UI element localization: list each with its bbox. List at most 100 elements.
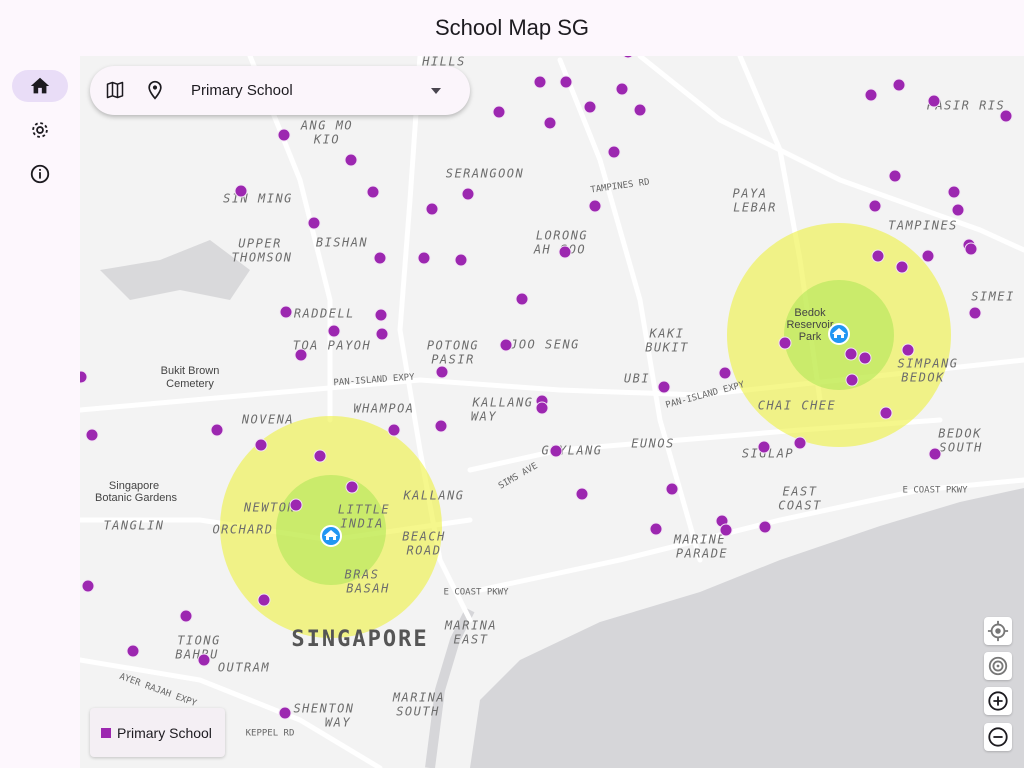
school-marker[interactable]: [895, 260, 909, 274]
school-marker[interactable]: [454, 253, 468, 267]
school-marker[interactable]: [549, 444, 563, 458]
school-marker[interactable]: [588, 199, 602, 213]
school-marker[interactable]: [499, 338, 513, 352]
school-marker[interactable]: [81, 579, 95, 593]
zoom-in-button[interactable]: [984, 687, 1012, 715]
school-marker[interactable]: [366, 185, 380, 199]
school-marker[interactable]: [921, 249, 935, 263]
zoom-out-button[interactable]: [984, 723, 1012, 751]
school-marker[interactable]: [558, 245, 572, 259]
school-marker[interactable]: [999, 109, 1013, 123]
school-marker[interactable]: [888, 169, 902, 183]
school-marker[interactable]: [515, 292, 529, 306]
school-marker[interactable]: [575, 487, 589, 501]
school-marker[interactable]: [345, 480, 359, 494]
school-marker[interactable]: [327, 324, 341, 338]
school-marker[interactable]: [757, 440, 771, 454]
school-marker[interactable]: [928, 447, 942, 461]
school-marker[interactable]: [234, 184, 248, 198]
school-marker[interactable]: [622, 56, 634, 59]
locate-button[interactable]: [984, 617, 1012, 645]
school-marker[interactable]: [313, 449, 327, 463]
map-label: JOO SENG: [509, 338, 580, 352]
school-marker[interactable]: [964, 242, 978, 256]
school-marker[interactable]: [583, 100, 597, 114]
school-marker[interactable]: [277, 128, 291, 142]
school-marker[interactable]: [434, 419, 448, 433]
school-marker[interactable]: [858, 351, 872, 365]
school-marker[interactable]: [80, 370, 88, 384]
school-marker[interactable]: [533, 75, 547, 89]
school-marker[interactable]: [254, 438, 268, 452]
school-marker[interactable]: [294, 348, 308, 362]
school-marker[interactable]: [868, 199, 882, 213]
school-marker[interactable]: [210, 423, 224, 437]
school-marker[interactable]: [179, 609, 193, 623]
school-marker[interactable]: [947, 185, 961, 199]
radius-button[interactable]: [984, 652, 1012, 680]
app-title: School Map SG: [434, 15, 590, 40]
school-marker[interactable]: [879, 406, 893, 420]
school-marker[interactable]: [871, 249, 885, 263]
school-marker[interactable]: [126, 644, 140, 658]
map-label: Cemetery: [166, 378, 214, 390]
school-marker[interactable]: [778, 336, 792, 350]
school-marker[interactable]: [718, 366, 732, 380]
school-marker[interactable]: [278, 706, 292, 720]
school-marker[interactable]: [257, 593, 271, 607]
school-marker[interactable]: [615, 82, 629, 96]
school-marker[interactable]: [559, 75, 573, 89]
info-button[interactable]: [12, 158, 68, 190]
school-marker[interactable]: [543, 116, 557, 130]
school-marker[interactable]: [927, 94, 941, 108]
school-marker[interactable]: [845, 373, 859, 387]
school-marker[interactable]: [901, 343, 915, 357]
map-label: PARADE: [676, 547, 728, 561]
school-marker[interactable]: [633, 103, 647, 117]
school-marker[interactable]: [373, 251, 387, 265]
home-button[interactable]: [12, 70, 68, 102]
school-marker[interactable]: [657, 380, 671, 394]
dropdown-arrow[interactable]: [430, 86, 442, 96]
school-marker[interactable]: [417, 251, 431, 265]
school-marker[interactable]: [375, 327, 389, 341]
home-marker[interactable]: [828, 323, 850, 345]
home-marker[interactable]: [320, 525, 342, 547]
school-marker[interactable]: [425, 202, 439, 216]
settings-button[interactable]: [12, 114, 68, 146]
river: [425, 607, 475, 768]
school-marker[interactable]: [197, 653, 211, 667]
school-marker[interactable]: [461, 187, 475, 201]
school-marker[interactable]: [279, 305, 293, 319]
school-marker[interactable]: [951, 203, 965, 217]
school-marker[interactable]: [289, 498, 303, 512]
map-label: ORCHARD: [212, 523, 273, 537]
selected-school-type[interactable]: Primary School: [191, 82, 293, 99]
school-marker[interactable]: [307, 216, 321, 230]
school-marker[interactable]: [665, 482, 679, 496]
school-marker[interactable]: [719, 523, 733, 537]
map-label: E COAST PKWY: [902, 486, 968, 496]
school-type-selector[interactable]: Primary School: [90, 66, 470, 115]
school-marker[interactable]: [344, 153, 358, 167]
school-marker[interactable]: [607, 145, 621, 159]
school-marker[interactable]: [968, 306, 982, 320]
school-marker[interactable]: [387, 423, 401, 437]
school-marker[interactable]: [892, 78, 906, 92]
school-marker[interactable]: [492, 105, 506, 119]
school-marker[interactable]: [864, 88, 878, 102]
school-marker[interactable]: [793, 436, 807, 450]
location-icon[interactable]: [145, 80, 165, 100]
map-label: SIMEI: [971, 290, 1015, 304]
school-marker[interactable]: [435, 365, 449, 379]
map-label: KEPPEL RD: [246, 729, 295, 739]
school-marker[interactable]: [844, 347, 858, 361]
school-marker[interactable]: [758, 520, 772, 534]
school-marker[interactable]: [374, 308, 388, 322]
school-marker[interactable]: [649, 522, 663, 536]
school-marker[interactable]: [85, 428, 99, 442]
map-label: Reservoir: [786, 319, 833, 331]
map-icon[interactable]: [105, 80, 125, 100]
school-marker[interactable]: [535, 401, 549, 415]
